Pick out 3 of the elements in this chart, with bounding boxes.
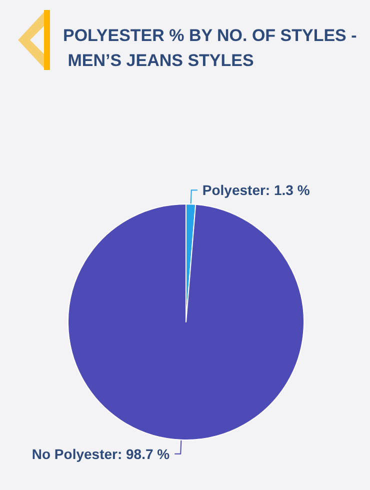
slice-label: Polyester: 1.3 %: [202, 182, 310, 198]
chart-title: POLYESTER % BY NO. OF STYLES - MEN’S JEANS STYLES: [63, 26, 357, 70]
slice-label: No Polyester: 98.7 %: [32, 446, 170, 462]
